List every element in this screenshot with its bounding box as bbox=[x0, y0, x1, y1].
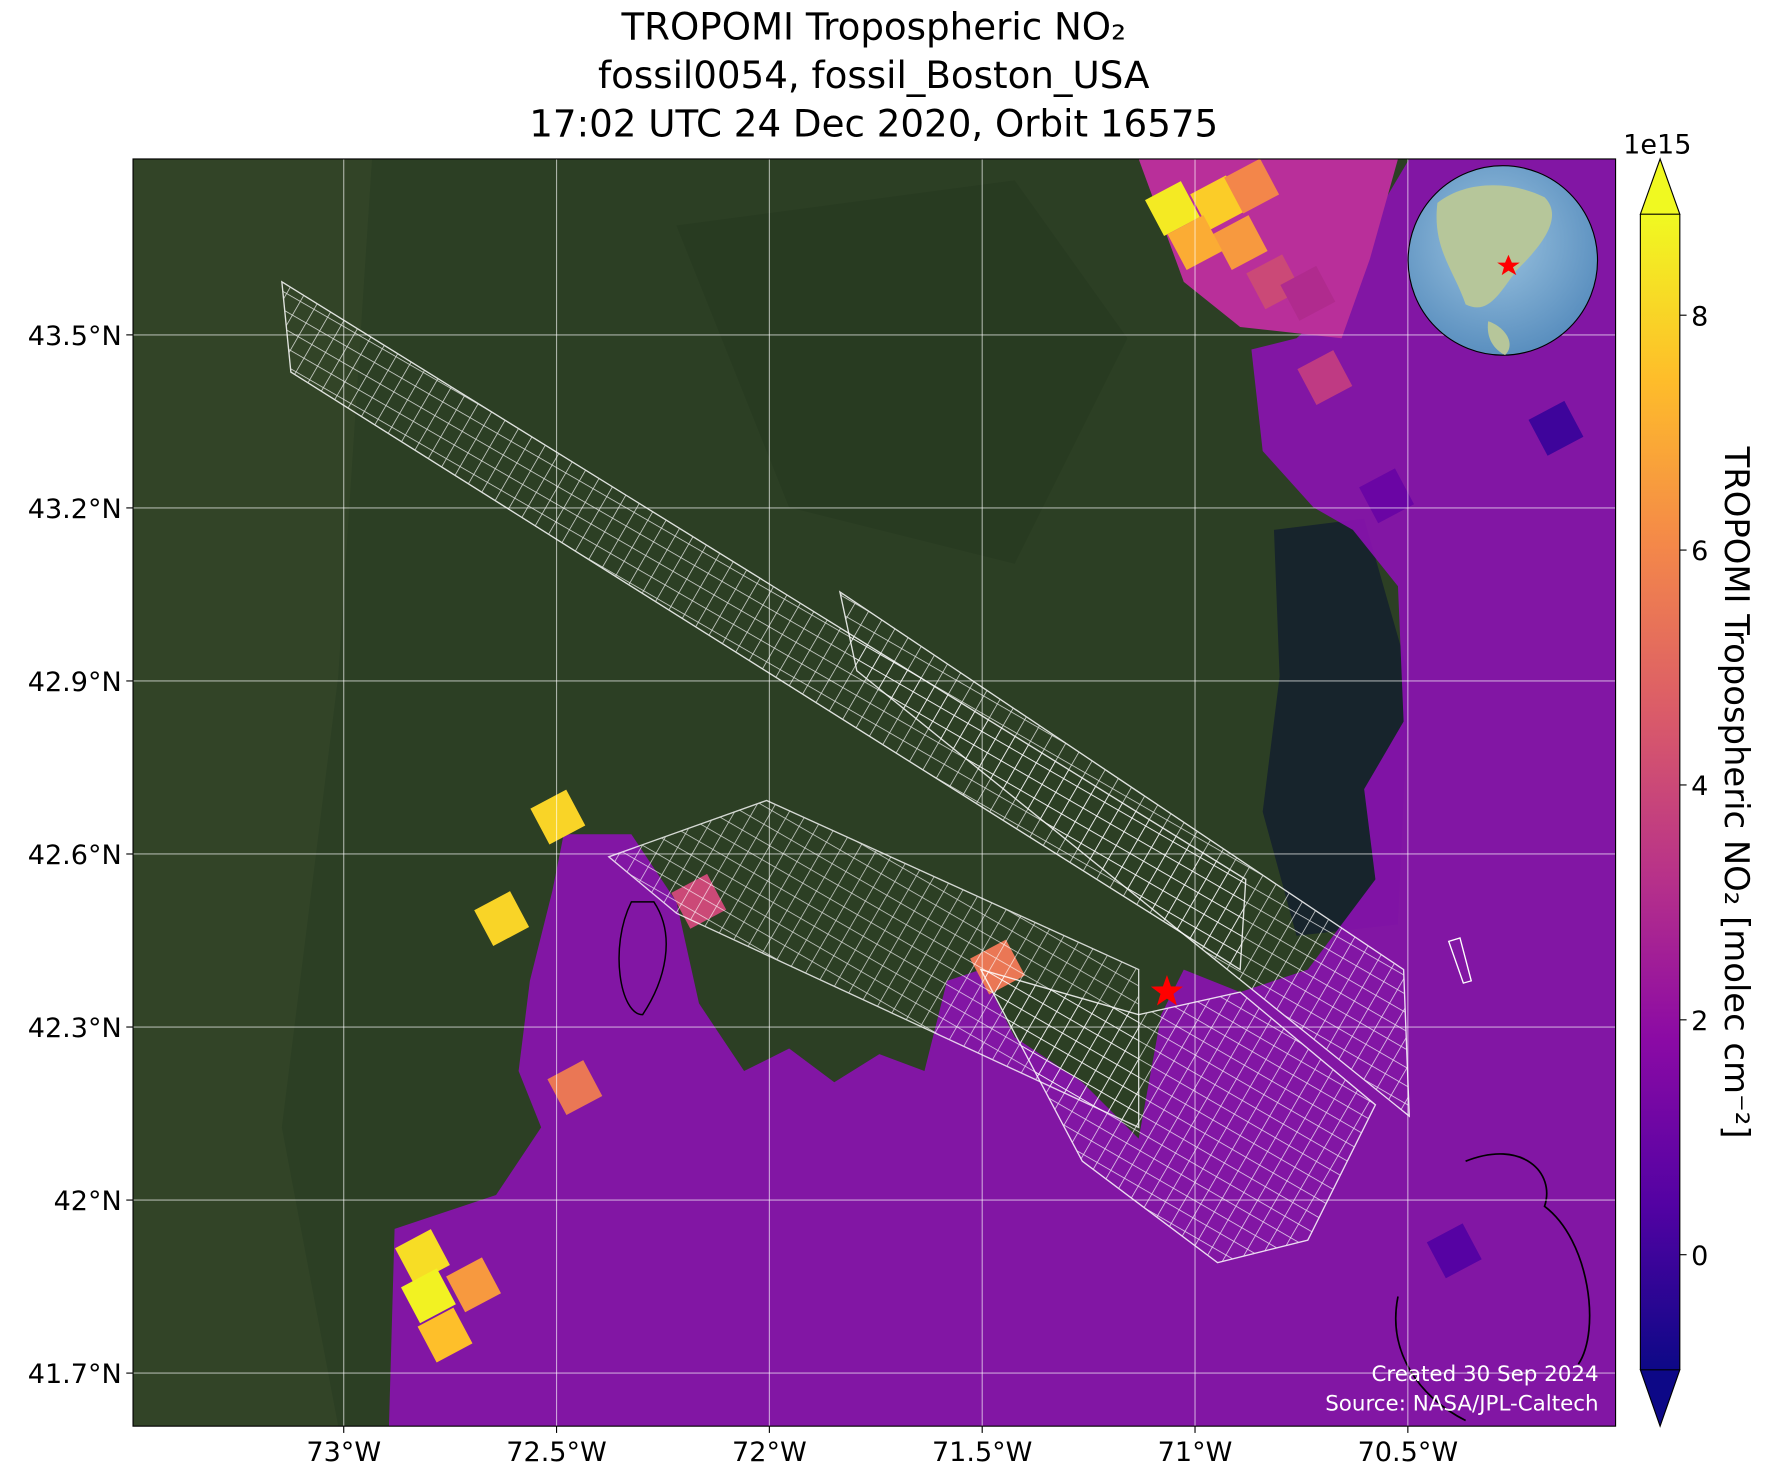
colorbar-body bbox=[1640, 214, 1680, 1370]
y-tick-label: 43.5°N bbox=[28, 321, 122, 352]
inset-globe bbox=[1407, 165, 1599, 356]
no2-pixel bbox=[547, 1060, 603, 1116]
colorbar-tick-label: 2 bbox=[1691, 1006, 1708, 1037]
title-line: fossil0054, fossil_Boston_USA bbox=[598, 53, 1150, 97]
no2-pixel bbox=[1212, 215, 1268, 271]
colorbar-extend bbox=[1639, 1369, 1681, 1428]
no2-pixel bbox=[1280, 265, 1336, 321]
title: TROPOMI Tropospheric NO₂ fossil0054, fos… bbox=[529, 4, 1218, 145]
colorbar-tick-label: 0 bbox=[1691, 1241, 1708, 1272]
y-tick-label: 42.3°N bbox=[28, 1013, 122, 1044]
no2-pixel bbox=[1224, 158, 1280, 214]
footer-text: Source: NASA/JPL-Caltech bbox=[1325, 1391, 1598, 1416]
y-tick-label: 42.9°N bbox=[28, 667, 122, 698]
colorbar: 1e15 TROPOMI Tropospheric NO₂ [molec cm⁻… bbox=[1623, 129, 1756, 1428]
colorbar-exponent: 1e15 bbox=[1623, 129, 1691, 160]
no2-pixel bbox=[400, 1268, 456, 1324]
continent bbox=[1436, 185, 1553, 308]
no2-pixel bbox=[1145, 181, 1200, 237]
footprint-mesh bbox=[979, 968, 1377, 1264]
site-marker bbox=[1150, 974, 1183, 1006]
colorbar-label: TROPOMI Tropospheric NO₂ [molec cm⁻²] bbox=[1717, 446, 1756, 1139]
x-tick-label: 71°W bbox=[1158, 1437, 1233, 1468]
colorbar-tick-label: 8 bbox=[1691, 301, 1708, 332]
colorbar-tick-label: 4 bbox=[1691, 771, 1708, 802]
x-tick-label: 73°W bbox=[306, 1437, 381, 1468]
no2-pixel bbox=[1426, 1223, 1482, 1279]
x-tick-label: 71.5°W bbox=[932, 1437, 1032, 1468]
y-tick-label: 42.6°N bbox=[28, 840, 122, 871]
terrain bbox=[676, 180, 1128, 564]
y-tick-label: 41.7°N bbox=[28, 1359, 122, 1390]
no2-pixel bbox=[1297, 350, 1353, 406]
title-line: 17:02 UTC 24 Dec 2020, Orbit 16575 bbox=[529, 101, 1218, 145]
no2-pixel bbox=[417, 1307, 473, 1363]
y-tick-label: 42°N bbox=[54, 1186, 122, 1217]
coastline bbox=[618, 901, 667, 1016]
x-tick-label: 72°W bbox=[732, 1437, 807, 1468]
x-tick-label: 72.5°W bbox=[506, 1437, 606, 1468]
no2-pixel bbox=[474, 891, 530, 947]
coastline bbox=[1395, 1153, 1591, 1422]
y-tick-label: 43.2°N bbox=[28, 494, 122, 525]
footer-text: Created 30 Sep 2024 bbox=[1371, 1362, 1598, 1387]
no2-pixel bbox=[1528, 400, 1584, 456]
colorbar-extend bbox=[1639, 157, 1681, 215]
globe-marker bbox=[1497, 254, 1520, 276]
no2-pixel bbox=[1359, 468, 1415, 524]
x-tick-label: 70.5°W bbox=[1358, 1437, 1459, 1468]
footprint-mesh bbox=[1447, 937, 1473, 984]
no2-pixel bbox=[530, 789, 586, 845]
colorbar-tick-label: 6 bbox=[1691, 536, 1708, 567]
title-line: TROPOMI Tropospheric NO₂ bbox=[620, 4, 1126, 48]
no2-pixel bbox=[446, 1257, 501, 1313]
colorbar-frame bbox=[1639, 214, 1681, 1370]
terrain bbox=[133, 158, 373, 1427]
map-area bbox=[133, 158, 1616, 1427]
map-frame bbox=[132, 158, 1617, 1427]
continent bbox=[1487, 321, 1510, 356]
